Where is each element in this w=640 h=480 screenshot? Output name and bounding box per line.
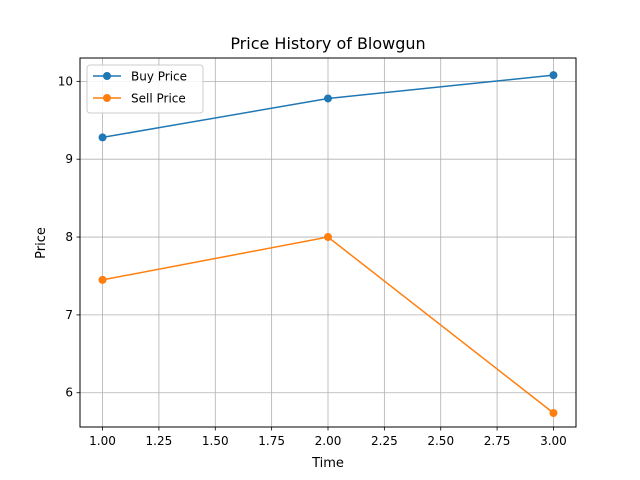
x-axis-label: Time: [311, 456, 344, 471]
data-point: [98, 275, 107, 284]
x-tick-label: 2.75: [484, 434, 511, 448]
legend-marker: [103, 72, 111, 80]
x-tick-label: 1.00: [89, 434, 116, 448]
x-tick-label: 3.00: [540, 434, 567, 448]
y-axis-label: Price: [34, 227, 49, 259]
y-tick-label: 7: [65, 308, 73, 322]
x-tick-label: 2.25: [371, 434, 398, 448]
y-tick-label: 10: [58, 74, 73, 88]
legend-box: [86, 64, 204, 114]
data-point: [324, 94, 332, 103]
plot-series: [98, 71, 558, 417]
axis-ticks: 1.00 1.25 1.50 1.75 2.00 2.25 2.50 2.75 3.00 6 7 8 9…: [58, 74, 567, 448]
data-point: [98, 133, 107, 142]
legend-marker: [103, 94, 111, 102]
y-tick-label: 6: [65, 386, 73, 400]
x-tick-label: 2.50: [427, 434, 454, 448]
legend-label: Sell Price: [131, 92, 186, 106]
x-tick-label: 1.75: [258, 434, 285, 448]
x-tick-label: 2.00: [315, 434, 342, 448]
data-point: [324, 233, 332, 242]
data-point: [549, 408, 558, 417]
x-tick-label: 1.50: [202, 434, 229, 448]
x-tick-label: 1.25: [146, 434, 173, 448]
legend-label: Buy Price: [131, 70, 187, 84]
y-tick-label: 8: [65, 230, 73, 244]
data-point: [549, 71, 558, 80]
legend: Buy Price Sell Price: [86, 64, 204, 114]
y-tick-label: 9: [65, 152, 73, 166]
chart-title: Price History of Blowgun: [230, 34, 425, 53]
grid: [80, 58, 576, 427]
